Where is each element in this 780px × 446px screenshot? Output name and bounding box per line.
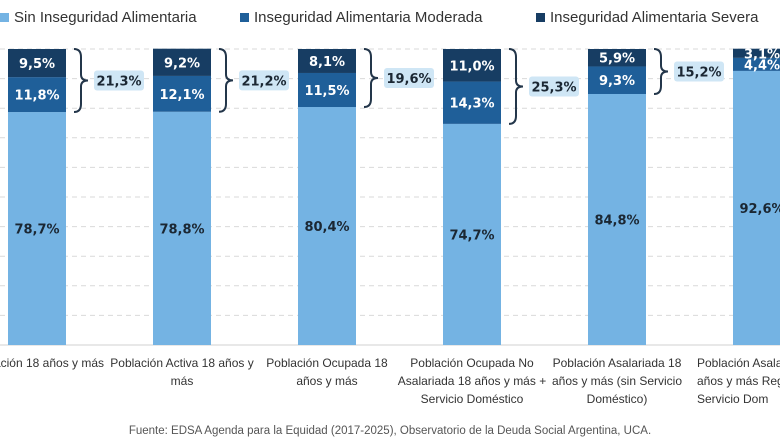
legend-item-moderada: Inseguridad Alimentaria Moderada xyxy=(240,9,482,26)
total-label: 19,6% xyxy=(386,72,431,87)
total-label-box xyxy=(384,68,434,89)
data-label: 11,5% xyxy=(304,84,349,99)
category-label: Población Asala xyxy=(697,356,780,370)
data-label: 11,0% xyxy=(449,59,494,74)
total-label-box xyxy=(94,70,144,91)
total-label: 25,3% xyxy=(531,80,576,95)
data-label: 4,4% xyxy=(744,58,780,73)
data-label: 78,8% xyxy=(159,222,204,237)
data-label: 9,5% xyxy=(19,57,55,72)
bar-segment xyxy=(8,112,66,345)
data-label: 8,1% xyxy=(309,55,345,70)
legend-label: Inseguridad Alimentaria Moderada xyxy=(254,9,483,26)
category-label: Doméstico) xyxy=(587,392,648,406)
data-label: 12,1% xyxy=(159,88,204,103)
data-label: 78,7% xyxy=(14,223,59,238)
category-label: Población Activa 18 años y xyxy=(110,356,253,370)
data-label: 84,8% xyxy=(594,213,639,228)
category-label: Asalariada 18 años y más + xyxy=(398,374,546,388)
category-label: Población 18 años y más xyxy=(0,356,104,370)
data-label: 3,1% xyxy=(744,47,780,62)
legend-label: Sin Inseguridad Alimentaria xyxy=(14,9,197,26)
data-label: 11,8% xyxy=(14,89,59,104)
bar-segment xyxy=(588,93,646,345)
legend-swatch xyxy=(240,13,249,22)
category-label: años y más xyxy=(296,374,357,388)
total-label: 21,3% xyxy=(96,75,141,90)
bar-segment xyxy=(8,77,66,113)
bar-segment xyxy=(588,49,646,67)
legend-item-severa: Inseguridad Alimentaria Severa xyxy=(536,9,758,26)
data-label: 9,3% xyxy=(599,74,635,89)
bar-segment xyxy=(733,48,780,58)
bar-segment xyxy=(443,123,501,345)
legend-item-sin: Sin Inseguridad Alimentaria xyxy=(0,9,197,26)
source-note: Fuente: EDSA Agenda para la Equidad (201… xyxy=(128,425,652,437)
legend-swatch xyxy=(536,13,545,22)
total-label: 21,2% xyxy=(241,74,286,89)
bar-segment xyxy=(733,57,780,71)
category-label: Población Asalariada 18 xyxy=(553,356,682,370)
data-label: 9,2% xyxy=(164,56,200,71)
curly-brace xyxy=(218,48,234,113)
data-label: 14,3% xyxy=(449,97,494,112)
total-label-box xyxy=(529,76,579,97)
category-label: Población Ocupada No xyxy=(410,356,534,370)
category-label: Servicio Dom xyxy=(697,392,768,406)
category-label: Población Ocupada 18 xyxy=(266,356,388,370)
data-label: 5,9% xyxy=(599,52,635,67)
bar-segment xyxy=(153,111,211,345)
curly-brace xyxy=(508,48,524,125)
legend-swatch xyxy=(0,13,9,22)
bar-segment xyxy=(298,49,356,73)
legend-label: Inseguridad Alimentaria Severa xyxy=(550,9,759,26)
total-label: 15,2% xyxy=(676,65,721,80)
category-label: años y más Regis xyxy=(697,374,780,388)
curly-brace xyxy=(73,48,89,114)
category-label: años y más (sin Servicio xyxy=(552,374,682,388)
bar-segment xyxy=(588,66,646,94)
category-label: Servicio Doméstico xyxy=(421,392,524,406)
data-label: 92,6% xyxy=(739,202,780,217)
bar-segment xyxy=(298,107,356,346)
bar-segment xyxy=(153,48,211,76)
data-label: 80,4% xyxy=(304,220,349,235)
bar-segment xyxy=(8,49,66,78)
curly-brace xyxy=(363,48,379,109)
bar-segment xyxy=(733,70,780,346)
bar-segment xyxy=(443,81,501,124)
category-label: más xyxy=(171,374,194,388)
curly-brace xyxy=(653,48,669,95)
total-label-box xyxy=(239,70,289,91)
bar-segment xyxy=(443,49,501,82)
bar-segment xyxy=(298,72,356,108)
data-label: 74,7% xyxy=(449,228,494,243)
total-label-box xyxy=(674,61,724,82)
bar-segment xyxy=(153,75,211,112)
